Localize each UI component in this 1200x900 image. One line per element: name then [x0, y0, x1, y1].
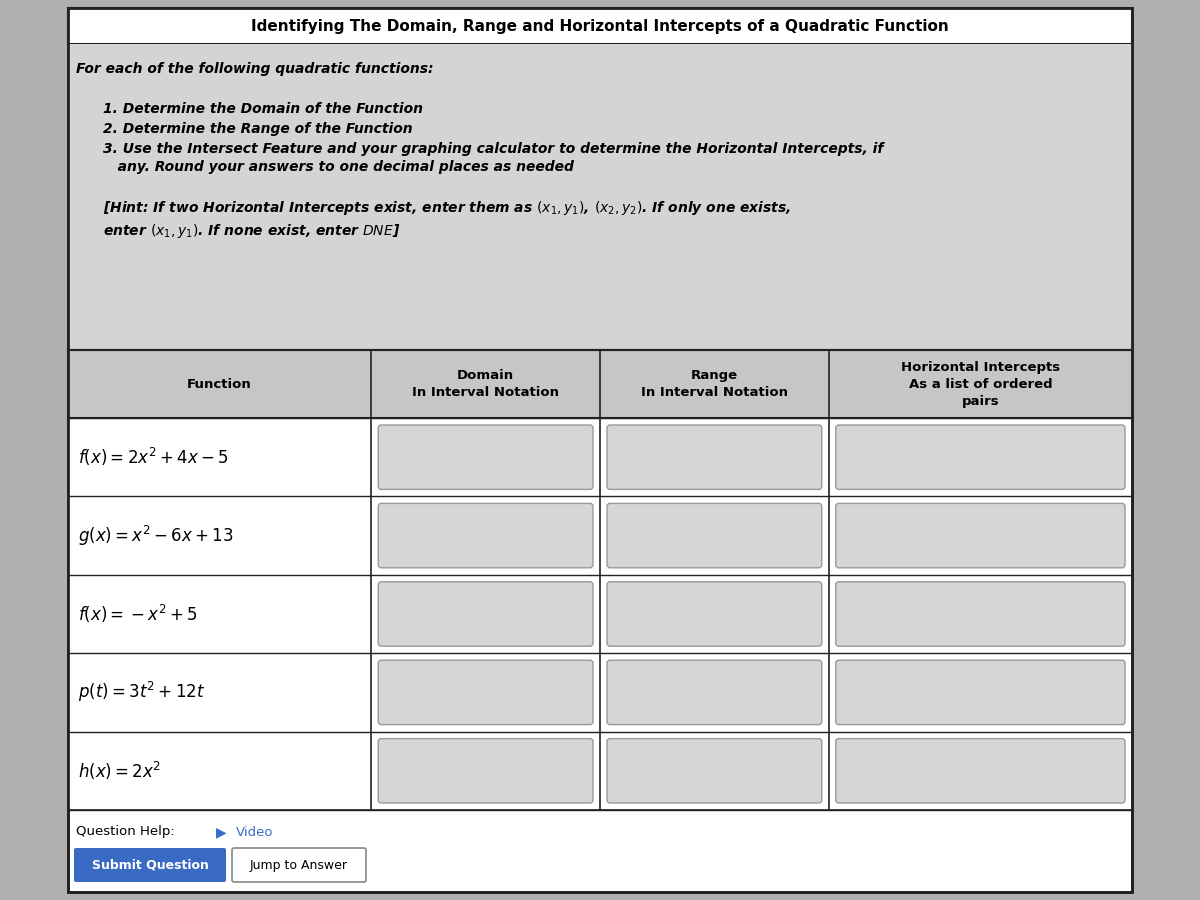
- Text: Question Help:: Question Help:: [76, 825, 179, 839]
- FancyBboxPatch shape: [607, 661, 822, 725]
- Bar: [68, 350, 1132, 418]
- Text: Jump to Answer: Jump to Answer: [250, 859, 348, 871]
- FancyBboxPatch shape: [607, 503, 822, 568]
- FancyBboxPatch shape: [835, 425, 1126, 490]
- FancyBboxPatch shape: [378, 739, 593, 803]
- Bar: [68, 350, 1132, 810]
- FancyBboxPatch shape: [835, 739, 1126, 803]
- FancyBboxPatch shape: [835, 503, 1126, 568]
- Text: Horizontal Intercepts
As a list of ordered
pairs: Horizontal Intercepts As a list of order…: [901, 361, 1060, 408]
- Bar: [68, 575, 1132, 653]
- Text: Submit Question: Submit Question: [91, 859, 209, 871]
- Bar: [68, 44, 1132, 350]
- Text: For each of the following quadratic functions:: For each of the following quadratic func…: [76, 62, 433, 76]
- Text: Range
In Interval Notation: Range In Interval Notation: [641, 369, 788, 399]
- Text: Identifying The Domain, Range and Horizontal Intercepts of a Quadratic Function: Identifying The Domain, Range and Horizo…: [251, 19, 949, 33]
- Text: $f(x) = -x^2 + 5$: $f(x) = -x^2 + 5$: [78, 603, 198, 625]
- Bar: [68, 732, 1132, 810]
- Text: $h(x) = 2x^2$: $h(x) = 2x^2$: [78, 760, 161, 782]
- FancyBboxPatch shape: [835, 581, 1126, 646]
- FancyBboxPatch shape: [607, 581, 822, 646]
- FancyBboxPatch shape: [74, 848, 226, 882]
- Text: [Hint: If two Horizontal Intercepts exist, enter them as $(x_1, y_1)$, $(x_2, y_: [Hint: If two Horizontal Intercepts exis…: [103, 199, 791, 217]
- Bar: [68, 418, 1132, 497]
- Text: Domain
In Interval Notation: Domain In Interval Notation: [412, 369, 559, 399]
- Text: $g(x) = x^2 - 6x + 13$: $g(x) = x^2 - 6x + 13$: [78, 524, 233, 547]
- FancyBboxPatch shape: [378, 425, 593, 490]
- FancyBboxPatch shape: [232, 848, 366, 882]
- Bar: [68, 497, 1132, 575]
- Bar: [68, 8, 1132, 892]
- Text: any. Round your answers to one decimal places as needed: any. Round your answers to one decimal p…: [103, 160, 574, 174]
- Text: 1. Determine the Domain of the Function: 1. Determine the Domain of the Function: [103, 102, 424, 116]
- FancyBboxPatch shape: [607, 739, 822, 803]
- FancyBboxPatch shape: [607, 425, 822, 490]
- FancyBboxPatch shape: [835, 661, 1126, 725]
- Text: Function: Function: [187, 377, 252, 391]
- Text: 3. Use the Intersect Feature and your graphing calculator to determine the Horiz: 3. Use the Intersect Feature and your gr…: [103, 142, 883, 156]
- Text: enter $(x_1, y_1)$. If none exist, enter $DNE$]: enter $(x_1, y_1)$. If none exist, enter…: [103, 222, 401, 240]
- FancyBboxPatch shape: [378, 581, 593, 646]
- Bar: [68, 8, 1132, 44]
- Text: $f(x) = 2x^2 + 4x - 5$: $f(x) = 2x^2 + 4x - 5$: [78, 446, 228, 468]
- FancyBboxPatch shape: [378, 661, 593, 725]
- Text: $p(t) = 3t^2 + 12t$: $p(t) = 3t^2 + 12t$: [78, 680, 205, 705]
- Bar: [68, 653, 1132, 732]
- Text: Video: Video: [236, 825, 274, 839]
- Text: 2. Determine the Range of the Function: 2. Determine the Range of the Function: [103, 122, 413, 136]
- Text: ▶: ▶: [216, 825, 227, 839]
- FancyBboxPatch shape: [378, 503, 593, 568]
